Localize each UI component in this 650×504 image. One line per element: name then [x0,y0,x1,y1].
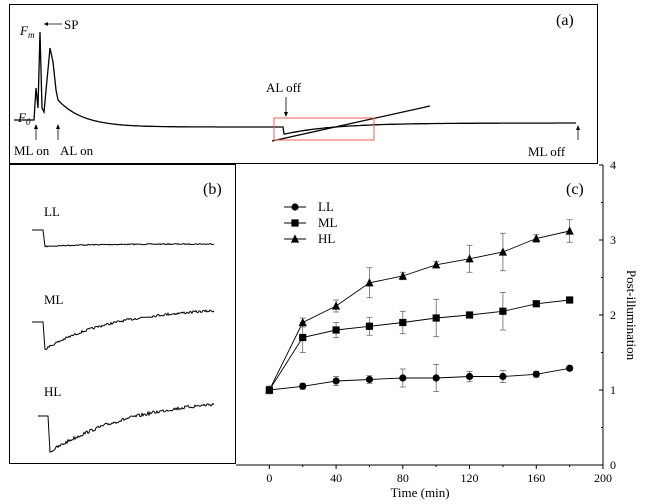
fm-label: Fm [19,23,35,40]
data-point [499,307,507,315]
data-point [291,219,299,227]
data-point [465,311,474,319]
data-point [298,317,307,327]
trace-ml [32,309,215,351]
data-point [299,333,307,342]
series-line [269,367,570,391]
data-point [399,374,407,382]
series-line [269,299,570,391]
al-off-label: AL off [266,80,302,95]
data-point [365,322,374,330]
series-group [265,219,574,395]
ml-off-label: ML off [528,144,566,159]
legend-label: HL [318,231,335,246]
x-ticks: 0 40 80 120 160 200 [266,465,612,485]
y-tick-label: 2 [610,308,616,322]
series-hl [265,219,574,395]
trace-ll [32,229,215,248]
sp-label: SP [64,17,78,32]
data-point [432,314,440,322]
y-tick-label: 1 [610,383,616,397]
data-point [498,247,508,256]
series-line [268,230,570,391]
panel-a-frame [9,4,598,164]
x-tick-label: 120 [461,471,479,485]
legend-label: LL [318,199,334,214]
x-tick-label: 40 [330,471,342,485]
data-point [291,203,299,211]
data-point [332,377,340,385]
data-point [332,326,340,334]
y-ticks: 0 1 2 3 4 [599,158,616,472]
y-axis-label: Post-illumination [624,270,639,361]
y-tick-label: 3 [610,233,616,247]
data-point [465,372,474,381]
legend-item-hl: HL [284,231,335,246]
panel-c-label: (c) [566,181,584,198]
y-tick-label: 0 [610,458,616,472]
data-point [532,233,541,243]
series-ml [265,292,574,395]
legend-item-ml: ML [284,215,338,230]
legend-item-ll: LL [284,199,334,214]
ml-off-arrowhead [576,125,580,130]
data-point [499,372,507,381]
data-point [532,370,540,378]
data-point [290,234,300,243]
trace-hl [38,402,215,453]
x-tick-label: 80 [397,471,409,485]
al-off-arrowhead [284,112,288,117]
data-point [565,226,574,235]
fluorescence-trace [14,31,576,135]
x-tick-label: 0 [266,471,272,485]
data-point [432,374,440,382]
data-point [532,300,540,308]
x-axis-label: Time (min) [390,485,449,500]
data-point [398,271,407,280]
data-point [331,301,341,310]
data-point [365,375,374,384]
ml-on-arrowhead [34,124,38,129]
trace-label-hl: HL [44,384,61,399]
x-tick-label: 160 [527,471,545,485]
data-point [399,318,407,327]
panel-a: Fm F0 SP (a) ML on AL on AL off ML off [14,12,580,159]
zoom-box [273,117,375,141]
data-point [299,382,307,390]
data-point [465,254,474,263]
panel-a-label: (a) [556,12,574,29]
trace-label-ll: LL [44,204,60,219]
x-tick-label: 200 [594,471,612,485]
y-tick-label: 4 [610,158,616,172]
tangent-line [271,105,431,142]
ml-on-label: ML on [14,143,50,158]
f0-label: F0 [17,110,31,127]
data-point [432,260,441,269]
trace-label-ml: ML [44,292,64,307]
panel-b-frame [9,164,236,464]
data-point [365,278,374,287]
data-point [566,364,574,372]
panel-b-label: (b) [203,181,222,198]
legend-label: ML [318,215,338,230]
data-point [566,296,574,304]
panel-b: (b) LL ML HL [32,181,222,453]
al-on-label: AL on [60,143,94,158]
data-point [265,385,274,394]
al-on-arrowhead [56,124,60,129]
sp-arrowhead [44,22,48,26]
series-ll [265,364,574,395]
